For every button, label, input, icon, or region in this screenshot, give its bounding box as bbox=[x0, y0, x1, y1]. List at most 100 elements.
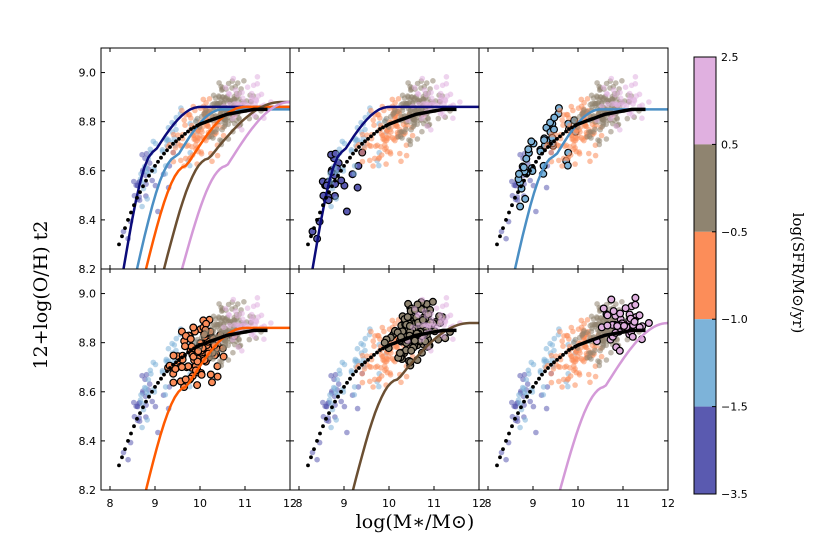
highlighted-data-point bbox=[599, 304, 608, 313]
data-point bbox=[181, 117, 187, 123]
data-point bbox=[254, 302, 261, 308]
data-point bbox=[370, 163, 376, 169]
data-point bbox=[584, 355, 590, 361]
data-point bbox=[568, 324, 575, 331]
data-point bbox=[178, 157, 184, 164]
data-point bbox=[550, 145, 557, 151]
median-dot bbox=[324, 416, 328, 421]
x-tick-label: 11 bbox=[238, 497, 252, 510]
data-point bbox=[586, 350, 592, 356]
median-curve bbox=[196, 328, 268, 349]
median-dot bbox=[192, 125, 196, 130]
data-point bbox=[225, 80, 232, 87]
x-tick-label: 8 bbox=[485, 497, 492, 510]
data-point bbox=[179, 107, 185, 114]
median-dot bbox=[552, 360, 556, 365]
highlighted-data-point bbox=[396, 349, 405, 358]
data-point bbox=[572, 161, 578, 167]
median-curve bbox=[385, 107, 457, 128]
data-point bbox=[586, 371, 592, 378]
median-dot bbox=[354, 148, 358, 153]
x-tick-label: 12 bbox=[661, 497, 675, 510]
data-point bbox=[218, 308, 225, 314]
data-point bbox=[415, 322, 422, 329]
median-dot bbox=[366, 137, 370, 141]
data-point bbox=[588, 328, 595, 335]
data-point bbox=[241, 299, 247, 305]
data-point bbox=[249, 94, 256, 101]
data-point bbox=[398, 158, 404, 165]
data-point bbox=[646, 99, 652, 105]
colorbar-tick-label: 0.5 bbox=[721, 138, 739, 151]
data-point bbox=[593, 314, 600, 320]
data-point bbox=[627, 94, 634, 101]
data-point bbox=[583, 329, 590, 336]
data-point bbox=[344, 429, 350, 436]
highlighted-data-point bbox=[407, 346, 416, 355]
data-point bbox=[626, 90, 633, 97]
data-point bbox=[437, 311, 444, 318]
highlighted-data-point bbox=[615, 346, 624, 355]
data-point bbox=[576, 334, 583, 341]
data-point bbox=[371, 376, 378, 383]
median-dot bbox=[330, 184, 334, 189]
data-point bbox=[223, 116, 229, 123]
panel-plot-area bbox=[306, 295, 479, 490]
panel-top-right bbox=[478, 47, 669, 270]
data-point bbox=[587, 379, 593, 386]
data-point bbox=[509, 178, 515, 185]
median-dot bbox=[363, 360, 367, 365]
data-point bbox=[553, 132, 559, 138]
data-point bbox=[328, 203, 334, 210]
data-point bbox=[239, 89, 245, 96]
data-point bbox=[428, 348, 434, 354]
data-point bbox=[231, 317, 237, 323]
data-point bbox=[351, 384, 358, 390]
median-dot bbox=[180, 355, 184, 360]
data-point bbox=[387, 113, 394, 120]
fit-curve-orange bbox=[144, 105, 290, 269]
median-dot bbox=[342, 385, 346, 389]
data-point bbox=[570, 118, 577, 125]
data-point bbox=[447, 91, 454, 98]
data-point bbox=[592, 126, 598, 133]
median-dot bbox=[561, 132, 565, 136]
data-point bbox=[253, 319, 260, 325]
data-point bbox=[239, 316, 246, 323]
data-point bbox=[323, 403, 330, 410]
data-point bbox=[612, 92, 619, 98]
median-dot bbox=[498, 455, 502, 460]
median-dot bbox=[513, 416, 517, 421]
data-point bbox=[407, 138, 414, 144]
colorbar-segment bbox=[694, 57, 716, 145]
data-point bbox=[424, 123, 431, 129]
median-dot bbox=[315, 218, 319, 222]
highlighted-data-point bbox=[616, 309, 625, 318]
data-point bbox=[442, 98, 449, 104]
median-dot bbox=[177, 358, 181, 362]
data-point bbox=[540, 384, 547, 390]
median-dot bbox=[570, 346, 574, 351]
data-point bbox=[533, 429, 539, 436]
highlighted-data-point bbox=[181, 342, 190, 351]
data-point bbox=[604, 91, 611, 98]
data-point bbox=[155, 208, 161, 215]
data-point bbox=[221, 324, 227, 331]
median-dot bbox=[117, 463, 121, 468]
data-point bbox=[235, 301, 241, 307]
data-point bbox=[523, 376, 530, 383]
data-point bbox=[571, 146, 577, 153]
data-point bbox=[600, 84, 607, 91]
data-point bbox=[354, 405, 361, 412]
data-point bbox=[352, 137, 358, 143]
data-point bbox=[173, 126, 179, 133]
data-point bbox=[239, 127, 245, 133]
data-point bbox=[438, 94, 445, 101]
median-dot bbox=[510, 203, 514, 208]
data-point bbox=[543, 184, 550, 191]
median-dot bbox=[120, 234, 124, 239]
data-point bbox=[239, 348, 245, 354]
data-point bbox=[560, 155, 567, 162]
data-point bbox=[359, 370, 366, 377]
